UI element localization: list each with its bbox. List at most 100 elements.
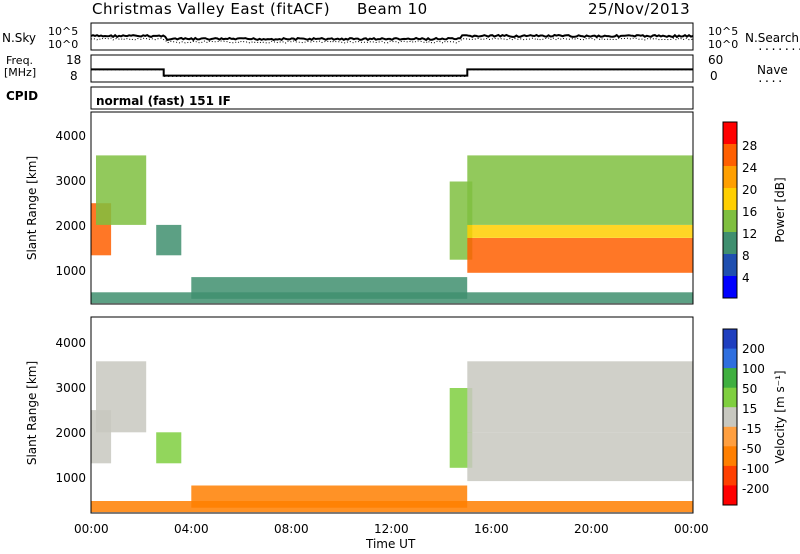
power-colorbar xyxy=(723,122,737,299)
data-region xyxy=(467,155,694,225)
cpid-value: normal (fast) 151 IF xyxy=(96,94,231,108)
power-ylabel: Slant Range [km] xyxy=(25,156,39,260)
power-cbar-tick-24: 24 xyxy=(742,161,757,175)
vel-cbar-tick-100: 100 xyxy=(742,362,765,376)
power-cbar-tick-4: 4 xyxy=(742,271,750,285)
vel-ytick-2000: 2000 xyxy=(55,426,86,440)
power-ytick-1000: 1000 xyxy=(55,264,86,278)
vel-cbar-tick-15: 15 xyxy=(742,402,757,416)
data-region xyxy=(96,155,147,225)
power-colorbar-frame xyxy=(722,121,738,299)
power-cbar-tick-20: 20 xyxy=(742,183,757,197)
power-panel: Slant Range [km] 4000 3000 2000 1000 28 … xyxy=(25,111,787,305)
data-region xyxy=(156,224,182,256)
power-ytick-4000: 4000 xyxy=(55,129,86,143)
date-label: 25/Nov/2013 xyxy=(588,0,691,18)
nave-label: Nave xyxy=(757,63,788,77)
colorbar-swatch xyxy=(723,446,737,467)
power-ytick-3000: 3000 xyxy=(55,174,86,188)
power-data-marks xyxy=(91,155,694,304)
data-region xyxy=(449,181,473,260)
station-title: Christmas Valley East (fitACF) xyxy=(92,0,331,18)
data-region xyxy=(467,361,694,433)
data-region xyxy=(191,277,468,299)
colorbar-swatch xyxy=(723,166,737,189)
colorbar-swatch xyxy=(723,254,737,277)
cpid-frame xyxy=(90,86,694,110)
colorbar-swatch xyxy=(723,122,737,145)
data-region xyxy=(96,361,147,433)
nsky-label: N.Sky xyxy=(2,31,37,45)
freq-tick-top: 18 xyxy=(66,53,82,67)
vel-ytick-1000: 1000 xyxy=(55,471,86,485)
colorbar-swatch xyxy=(723,348,737,369)
colorbar-swatch xyxy=(723,387,737,408)
freq-tick-bottom: 8 xyxy=(70,69,78,83)
xtick-2: 08:00 xyxy=(274,522,309,536)
vel-ytick-3000: 3000 xyxy=(55,381,86,395)
freq-line xyxy=(91,68,693,77)
power-cbar-tick-12: 12 xyxy=(742,227,757,241)
velocity-colorbar xyxy=(723,329,737,506)
colorbar-swatch xyxy=(723,485,737,506)
nsearch-tick-top: 10^5 xyxy=(708,25,739,38)
nave-dots: ···· xyxy=(757,75,784,88)
vel-cbar-tick-50: 50 xyxy=(742,382,757,396)
vel-ytick-4000: 4000 xyxy=(55,336,86,350)
data-region xyxy=(467,224,694,238)
nave-tick-top: 60 xyxy=(708,53,724,67)
colorbar-swatch xyxy=(723,368,737,389)
colorbar-swatch xyxy=(723,276,737,299)
velocity-colorbar-frame xyxy=(722,328,738,506)
cpid-label: CPID xyxy=(6,89,39,103)
nsky-line xyxy=(90,33,694,42)
data-region xyxy=(467,432,694,482)
beam-label: Beam 10 xyxy=(357,0,428,18)
xtick-1: 04:00 xyxy=(174,522,209,536)
freq-label-line1: Freq. xyxy=(6,54,34,67)
freq-label-line2: [MHz] xyxy=(4,66,37,79)
power-colorbar-label: Power [dB] xyxy=(773,177,787,242)
colorbar-swatch xyxy=(723,426,737,447)
colorbar-swatch xyxy=(723,210,737,233)
nave-line xyxy=(91,69,693,77)
xtick-5: 20:00 xyxy=(574,522,609,536)
power-frame xyxy=(90,111,694,305)
vel-cbar-tick-200: 200 xyxy=(742,342,765,356)
xtick-6: 00:00 xyxy=(674,522,709,536)
power-cbar-tick-8: 8 xyxy=(742,249,750,263)
xtick-4: 16:00 xyxy=(474,522,509,536)
x-axis-label: Time UT xyxy=(366,537,416,551)
nave-tick-bottom: 0 xyxy=(710,69,718,83)
velocity-panel: Slant Range [km] 4000 3000 2000 1000 200… xyxy=(25,316,787,514)
power-ytick-2000: 2000 xyxy=(55,219,86,233)
vel-cbar-tick-m15: -15 xyxy=(742,422,762,436)
nsearch-label: N.Search xyxy=(745,31,800,45)
xtick-3: 12:00 xyxy=(374,522,409,536)
nsearch-tick-bottom: 10^0 xyxy=(708,38,739,51)
data-region xyxy=(156,432,182,464)
strip-panels xyxy=(90,22,694,110)
colorbar-swatch xyxy=(723,232,737,255)
velocity-colorbar-label: Velocity [m s⁻¹] xyxy=(773,370,787,463)
colorbar-swatch xyxy=(723,465,737,486)
data-region xyxy=(467,238,694,273)
power-cbar-tick-16: 16 xyxy=(742,205,757,219)
power-cbar-tick-28: 28 xyxy=(742,139,757,153)
data-region xyxy=(191,485,468,508)
vel-cbar-tick-m200: -200 xyxy=(742,482,769,496)
data-region xyxy=(449,388,473,468)
vel-cbar-tick-m100: -100 xyxy=(742,462,769,476)
colorbar-swatch xyxy=(723,144,737,167)
colorbar-swatch xyxy=(723,407,737,428)
colorbar-swatch xyxy=(723,188,737,211)
xtick-0: 00:00 xyxy=(74,522,109,536)
nsky-tick-bottom: 10^0 xyxy=(48,38,79,51)
vel-cbar-tick-m50: -50 xyxy=(742,442,762,456)
velocity-frame xyxy=(90,316,694,514)
colorbar-swatch xyxy=(723,329,737,350)
nsky-tick-top: 10^5 xyxy=(48,25,79,38)
nsearch-dots: ········ xyxy=(757,43,800,56)
velocity-data-marks xyxy=(91,361,694,513)
vel-ylabel: Slant Range [km] xyxy=(25,361,39,465)
